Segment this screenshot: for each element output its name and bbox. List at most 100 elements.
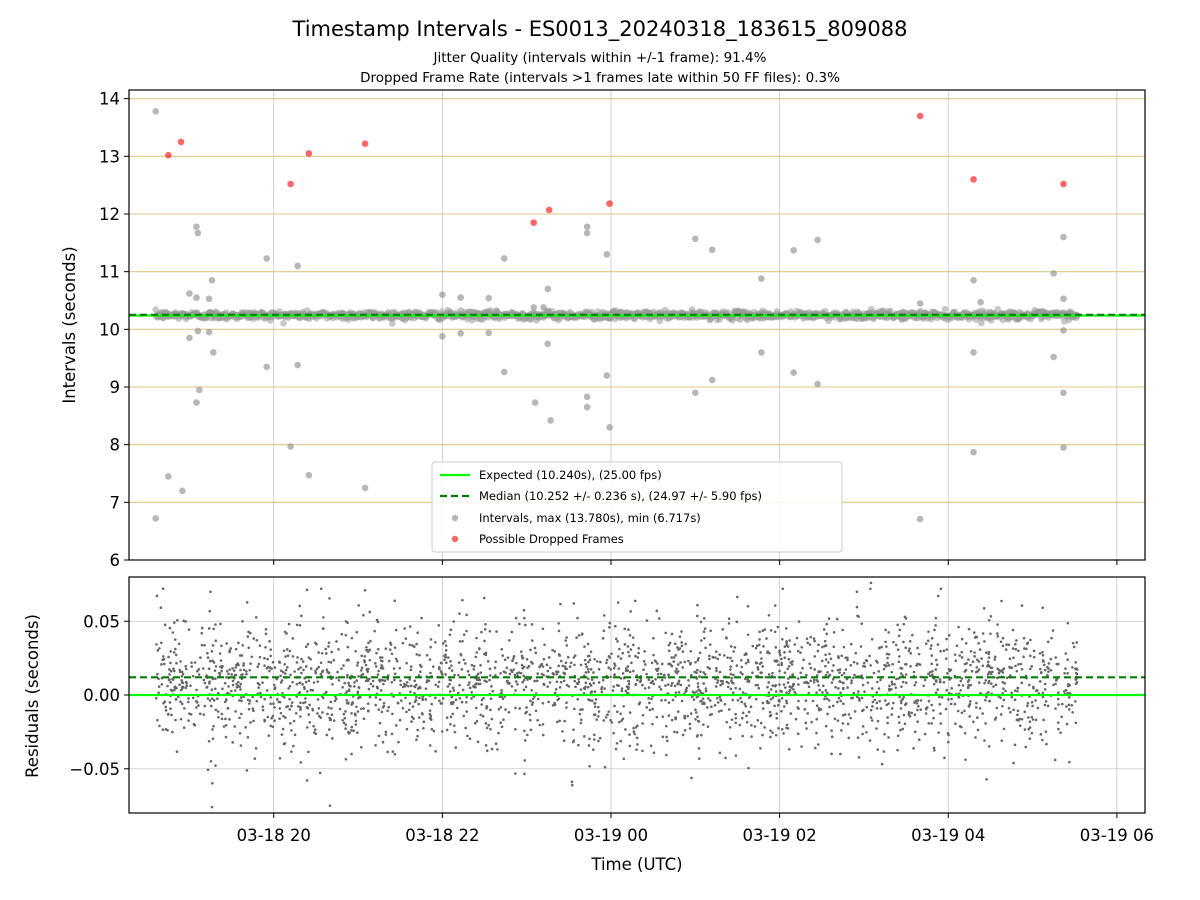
residual-point bbox=[465, 695, 468, 699]
residual-point bbox=[763, 726, 766, 729]
residual-point bbox=[654, 677, 657, 681]
residual-point bbox=[656, 672, 660, 676]
residual-point bbox=[607, 666, 611, 669]
residual-point bbox=[788, 650, 792, 653]
residual-point bbox=[614, 637, 618, 641]
residual-point bbox=[780, 657, 783, 661]
residual-point bbox=[377, 678, 381, 682]
residual-point bbox=[1049, 668, 1053, 672]
residual-point bbox=[161, 655, 165, 658]
residual-point bbox=[346, 675, 349, 679]
residual-point bbox=[328, 804, 332, 807]
residual-point bbox=[638, 680, 642, 684]
interval-point bbox=[388, 320, 396, 327]
residual-point bbox=[589, 650, 593, 654]
residual-point bbox=[541, 723, 545, 726]
residual-point bbox=[304, 697, 307, 700]
residual-point bbox=[741, 734, 744, 738]
residual-point bbox=[929, 647, 932, 650]
residual-point bbox=[628, 654, 631, 658]
residual-point bbox=[409, 690, 412, 694]
chart-title: Timestamp Intervals - ES0013_20240318_18… bbox=[292, 17, 908, 42]
residual-point bbox=[858, 699, 861, 702]
residual-point bbox=[524, 711, 527, 715]
residual-point bbox=[750, 735, 753, 738]
residual-point bbox=[825, 622, 829, 626]
residual-point bbox=[856, 736, 860, 739]
residual-point bbox=[603, 687, 606, 690]
residual-point bbox=[264, 627, 268, 631]
residual-point bbox=[510, 670, 514, 674]
residual-point bbox=[474, 655, 478, 659]
residual-point bbox=[797, 620, 801, 623]
residual-point bbox=[300, 614, 303, 618]
residual-point bbox=[665, 739, 669, 743]
residual-point bbox=[190, 665, 193, 668]
residual-point bbox=[287, 622, 291, 626]
residual-point bbox=[479, 663, 482, 667]
dropped-frame-point bbox=[545, 206, 553, 214]
residual-point bbox=[331, 683, 334, 686]
residual-point bbox=[311, 707, 314, 711]
residual-point bbox=[479, 671, 483, 674]
residual-point bbox=[835, 617, 839, 621]
residual-point bbox=[476, 672, 480, 676]
residual-point bbox=[592, 681, 596, 685]
residual-point bbox=[723, 654, 726, 657]
residual-point bbox=[545, 663, 549, 667]
residual-point bbox=[900, 685, 903, 688]
residual-point bbox=[856, 662, 859, 665]
residual-point bbox=[1030, 731, 1034, 735]
residual-point bbox=[807, 691, 811, 695]
residual-point bbox=[800, 745, 803, 748]
residual-point bbox=[812, 678, 816, 682]
residual-point bbox=[824, 689, 828, 692]
residual-point bbox=[168, 678, 171, 681]
residual-point bbox=[935, 663, 939, 667]
residual-point bbox=[404, 637, 408, 640]
residual-point bbox=[212, 699, 216, 702]
residual-point bbox=[338, 707, 342, 711]
residual-point bbox=[788, 690, 791, 693]
residual-point bbox=[651, 707, 655, 711]
residual-point bbox=[1026, 704, 1029, 708]
residual-point bbox=[893, 682, 896, 686]
residual-point bbox=[325, 652, 328, 655]
residual-point bbox=[458, 612, 461, 615]
residual-point bbox=[1029, 654, 1032, 658]
residual-point bbox=[896, 648, 900, 651]
residual-point bbox=[476, 678, 479, 682]
residual-point bbox=[444, 644, 448, 647]
residual-point bbox=[247, 630, 250, 634]
residual-point bbox=[573, 663, 576, 667]
residual-point bbox=[512, 668, 515, 671]
residual-point bbox=[387, 705, 390, 709]
residual-point bbox=[831, 669, 834, 673]
residual-point bbox=[916, 720, 919, 723]
residual-point bbox=[724, 636, 728, 639]
residual-point bbox=[923, 678, 927, 682]
residual-point bbox=[1015, 669, 1019, 673]
residual-point bbox=[230, 673, 233, 676]
residual-point bbox=[195, 706, 198, 709]
residual-point bbox=[355, 630, 359, 634]
residual-point bbox=[203, 643, 206, 647]
residual-point bbox=[168, 668, 171, 671]
interval-point bbox=[583, 223, 591, 230]
residual-point bbox=[659, 688, 663, 691]
residual-point bbox=[668, 662, 671, 665]
residual-point bbox=[727, 681, 730, 685]
residual-point bbox=[174, 697, 178, 701]
residual-point bbox=[740, 716, 744, 720]
residual-point bbox=[1050, 636, 1053, 640]
interval-point bbox=[280, 320, 287, 327]
residual-point bbox=[211, 781, 214, 785]
residual-point bbox=[778, 669, 781, 673]
residual-point bbox=[975, 666, 979, 669]
residual-point bbox=[1041, 691, 1045, 695]
residual-point bbox=[706, 725, 710, 728]
residual-point bbox=[277, 700, 281, 704]
residual-point bbox=[381, 678, 384, 682]
residual-point bbox=[838, 668, 842, 671]
residual-point bbox=[524, 685, 528, 689]
